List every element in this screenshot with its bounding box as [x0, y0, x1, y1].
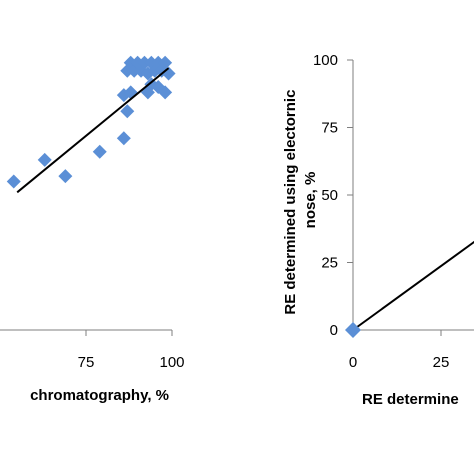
right-x-tick-label-0: 0 — [349, 354, 357, 371]
left-data-point — [58, 169, 73, 184]
right-y-axis-title-line-2: nose, % — [302, 172, 319, 229]
right-x-tick-label-25: 25 — [433, 354, 450, 371]
left-data-point — [116, 131, 131, 146]
right-x-axis-title: RE determine — [362, 391, 459, 408]
right-y-tick-label-0: 0 — [330, 322, 338, 339]
right-points — [345, 322, 361, 338]
left-data-point — [6, 174, 21, 189]
left-data-point — [92, 144, 107, 159]
left-data-point — [158, 55, 173, 70]
right-y-axis-title-line-1: RE determined using electornic — [282, 90, 299, 315]
left-data-point — [158, 85, 173, 100]
left-data-point — [37, 152, 52, 167]
right-chart: 100 75 50 25 0 0 25 RE determined using … — [282, 52, 474, 408]
left-x-tick-label-100: 100 — [159, 354, 184, 371]
left-chart: 75 100 chromatography, % — [0, 55, 185, 404]
right-data-point — [345, 322, 361, 338]
left-data-point — [120, 104, 135, 119]
right-y-tick-label-100: 100 — [313, 52, 338, 69]
left-points — [6, 55, 176, 189]
right-y-tick-label-75: 75 — [321, 120, 338, 137]
left-x-axis-title: chromatography, % — [30, 387, 169, 404]
left-trendline — [16, 67, 170, 194]
right-y-tick-label-50: 50 — [321, 187, 338, 204]
right-trendline — [352, 240, 474, 331]
right-y-tick-label-25: 25 — [321, 255, 338, 272]
right-y-axis-title: RE determined using electornic nose, % — [282, 85, 319, 314]
left-x-tick-label-75: 75 — [78, 354, 95, 371]
